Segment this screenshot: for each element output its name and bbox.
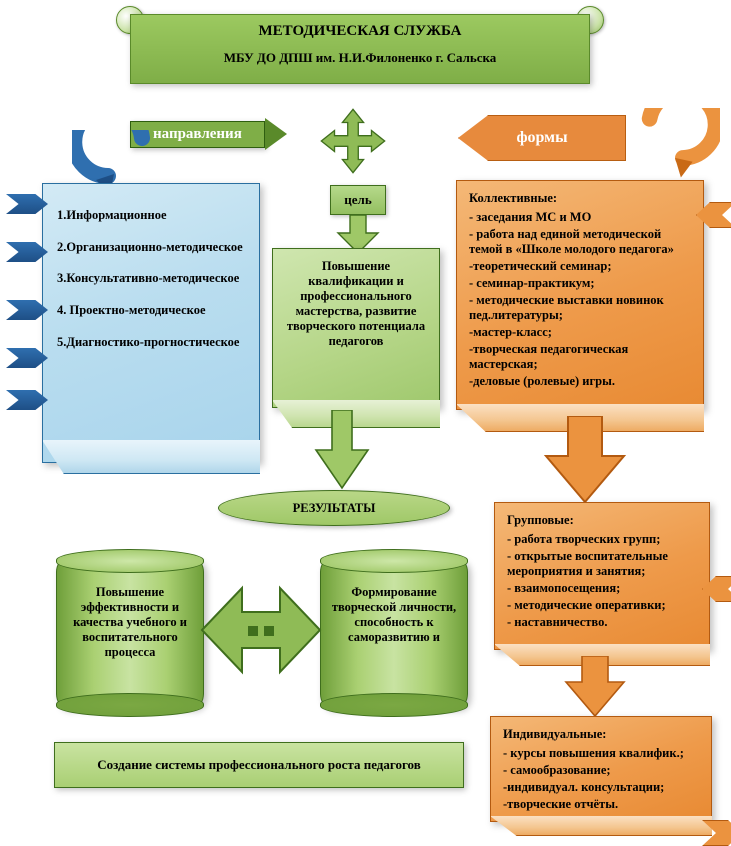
direction-item: 5.Диагностико-прогностическое xyxy=(57,335,249,351)
orange-down-arrow-icon xyxy=(560,656,630,720)
collective-item: - заседания МС и МО xyxy=(469,210,691,225)
forms-collective-panel: Коллективные: - заседания МС и МО - рабо… xyxy=(456,180,704,410)
individual-item: - самообразование; xyxy=(503,763,699,778)
bottom-summary-text: Создание системы профессионального роста… xyxy=(97,757,420,773)
direction-item: 3.Консультативно-методическое xyxy=(57,271,249,287)
cylinder-left-text: Повышение эффективности и качества учебн… xyxy=(73,585,187,659)
direction-item: 2.Организационно-методическое xyxy=(57,240,249,256)
group-title: Групповые: xyxy=(507,513,697,528)
big-down-arrow-icon xyxy=(312,410,372,490)
collective-item: -теоретический семинар; xyxy=(469,259,691,274)
directions-tab-tail xyxy=(265,118,287,150)
orange-down-arrow-icon xyxy=(540,416,630,506)
collective-title: Коллективные: xyxy=(469,191,691,206)
collective-item: - работа над единой методической темой в… xyxy=(469,227,691,257)
forms-label: формы xyxy=(516,129,567,147)
group-item: - наставничество. xyxy=(507,615,697,630)
collective-item: -творческая педагогическая мастерская; xyxy=(469,342,691,372)
goal-box: цель xyxy=(330,185,386,215)
results-label: РЕЗУЛЬТАТЫ xyxy=(293,501,376,516)
direction-item: 4. Проектно-методическое xyxy=(57,303,249,319)
direction-item: 1.Информационное xyxy=(57,208,249,224)
collective-item: - методические выставки новинок пед.лите… xyxy=(469,293,691,323)
forms-group-panel: Групповые: - работа творческих групп; - … xyxy=(494,502,710,650)
header-subtitle: МБУ ДО ДПШ им. Н.И.Филоненко г. Сальска xyxy=(131,50,589,66)
result-cylinder-left: Повышение эффективности и качества учебн… xyxy=(56,558,204,708)
forms-individual-panel: Индивидуальные: - курсы повышения квалиф… xyxy=(490,716,712,822)
individual-title: Индивидуальные: xyxy=(503,727,699,742)
group-item: - работа творческих групп; xyxy=(507,532,697,547)
results-band: РЕЗУЛЬТАТЫ xyxy=(218,490,450,526)
double-arrow-icon xyxy=(198,570,324,690)
collective-item: -деловые (ролевые) игры. xyxy=(469,374,691,389)
bottom-summary-box: Создание системы профессионального роста… xyxy=(54,742,464,788)
result-cylinder-right: Формирование творческой личности, способ… xyxy=(320,558,468,708)
goal-label: цель xyxy=(344,192,371,208)
directions-panel-curl xyxy=(42,440,260,474)
collective-item: -мастер-класс; xyxy=(469,325,691,340)
goal-text-panel: Повышение квалификации и профессионально… xyxy=(272,248,440,408)
directions-panel: 1.Информационное 2.Организационно-методи… xyxy=(42,183,260,463)
individual-item: - курсы повышения квалифик.; xyxy=(503,746,699,761)
group-item: - открытые воспитательные мероприятия и … xyxy=(507,549,697,579)
group-item: - взаимопосещения; xyxy=(507,581,697,596)
cylinder-right-text: Формирование творческой личности, способ… xyxy=(332,585,456,644)
collective-item: - семинар-практикум; xyxy=(469,276,691,291)
header-banner: МЕТОДИЧЕСКАЯ СЛУЖБА МБУ ДО ДПШ им. Н.И.Ф… xyxy=(130,14,590,84)
forms-arrow: формы xyxy=(458,115,626,161)
group-item: - методические оперативки; xyxy=(507,598,697,613)
goal-text: Повышение квалификации и профессионально… xyxy=(287,259,425,348)
cross-arrow-icon xyxy=(320,108,386,174)
header-title: МЕТОДИЧЕСКАЯ СЛУЖБА xyxy=(131,23,589,40)
individual-curl xyxy=(490,816,712,836)
individual-item: -творческие отчёты. xyxy=(503,797,699,812)
individual-item: -индивидуал. консультации; xyxy=(503,780,699,795)
